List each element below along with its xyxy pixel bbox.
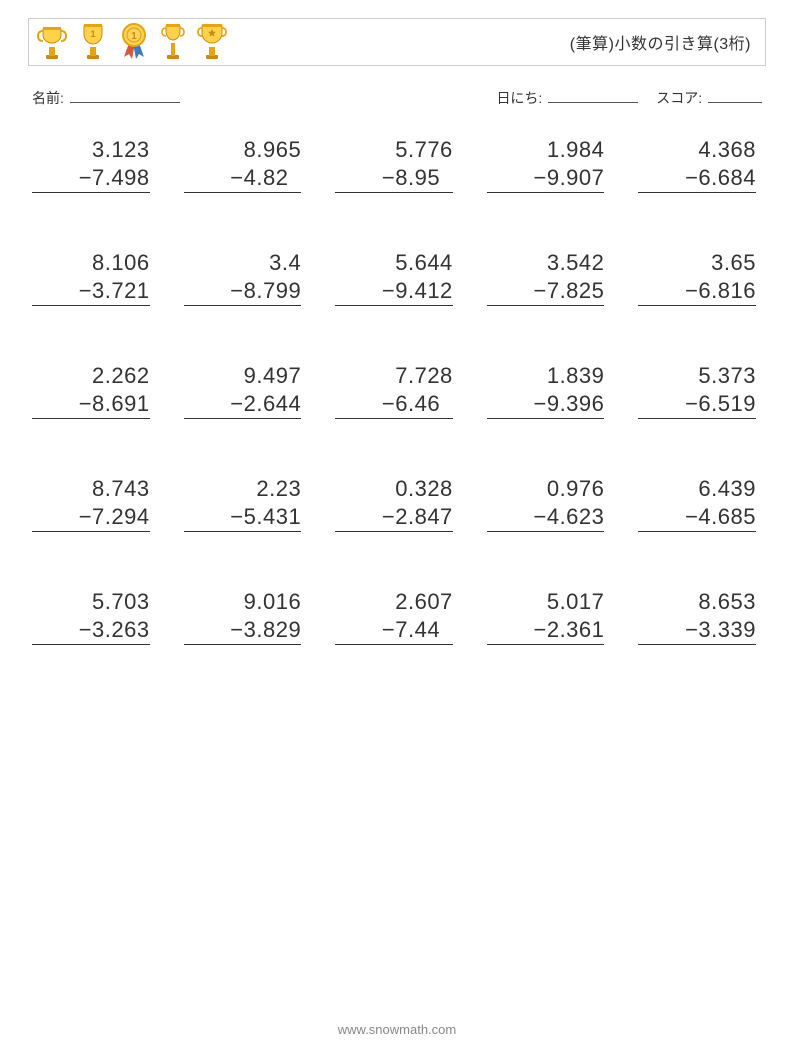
minuend: 0.976 [547, 475, 605, 503]
subtrahend: −2.847 [335, 503, 453, 533]
subtraction-problem: 1.984−9.907 [487, 136, 611, 193]
minuend: 2.607 [395, 588, 453, 616]
minuend: 5.644 [395, 249, 453, 277]
minuend: 5.373 [698, 362, 756, 390]
subtrahend: −9.907 [487, 164, 605, 194]
subtraction-problem: 9.016−3.829 [184, 588, 308, 645]
meta-row: 名前: 日にち: スコア: [28, 88, 766, 108]
minuend: 5.703 [92, 588, 150, 616]
minuend: 1.839 [547, 362, 605, 390]
subtrahend: −8.95 [335, 164, 453, 194]
subtraction-problem: 8.965−4.82 [184, 136, 308, 193]
subtraction-problem: 3.542−7.825 [487, 249, 611, 306]
score-blank [708, 89, 762, 103]
subtrahend: −2.361 [487, 616, 605, 646]
minuend: 3.123 [92, 136, 150, 164]
subtraction-problem: 9.497−2.644 [184, 362, 308, 419]
minuend: 2.262 [92, 362, 150, 390]
trophy-icon: 1 [79, 23, 107, 61]
problem-grid: 3.123−7.4988.965−4.82 5.776−8.95 1.984−9… [28, 136, 766, 645]
subtrahend: −3.263 [32, 616, 150, 646]
svg-text:1: 1 [90, 29, 95, 39]
score-label: スコア: [656, 90, 702, 106]
subtraction-problem: 0.976−4.623 [487, 475, 611, 532]
subtrahend: −9.412 [335, 277, 453, 307]
subtraction-problem: 7.728−6.46 [335, 362, 459, 419]
minuend: 9.016 [244, 588, 302, 616]
trophy-row: 1 1 [37, 23, 227, 61]
minuend: 8.106 [92, 249, 150, 277]
subtrahend: −8.799 [184, 277, 302, 307]
subtraction-problem: 5.776−8.95 [335, 136, 459, 193]
subtrahend: −6.46 [335, 390, 453, 420]
subtrahend: −8.691 [32, 390, 150, 420]
subtraction-problem: 8.106−3.721 [32, 249, 156, 306]
subtrahend: −6.684 [638, 164, 756, 194]
minuend: 4.368 [698, 136, 756, 164]
minuend: 3.65 [711, 249, 756, 277]
subtrahend: −4.82 [184, 164, 302, 194]
subtrahend: −7.44 [335, 616, 453, 646]
subtrahend: −5.431 [184, 503, 302, 533]
subtraction-problem: 2.607−7.44 [335, 588, 459, 645]
subtraction-problem: 3.65−6.816 [638, 249, 762, 306]
subtraction-problem: 1.839−9.396 [487, 362, 611, 419]
date-field: 日にち: [496, 88, 638, 108]
footer-text: www.snowmath.com [0, 1022, 794, 1037]
subtrahend: −7.498 [32, 164, 150, 194]
subtraction-problem: 5.644−9.412 [335, 249, 459, 306]
subtraction-problem: 5.017−2.361 [487, 588, 611, 645]
subtrahend: −4.623 [487, 503, 605, 533]
subtrahend: −7.825 [487, 277, 605, 307]
name-blank [70, 89, 180, 103]
minuend: 9.497 [244, 362, 302, 390]
worksheet-page: 1 1 [0, 0, 794, 1053]
medal-icon: 1 [119, 23, 149, 61]
worksheet-title: (筆算)小数の引き算(3桁) [570, 30, 751, 54]
subtraction-problem: 8.653−3.339 [638, 588, 762, 645]
minuend: 6.439 [698, 475, 756, 503]
subtrahend: −4.685 [638, 503, 756, 533]
subtrahend: −3.339 [638, 616, 756, 646]
svg-text:1: 1 [131, 31, 137, 42]
minuend: 1.984 [547, 136, 605, 164]
subtraction-problem: 3.123−7.498 [32, 136, 156, 193]
minuend: 8.965 [244, 136, 302, 164]
date-blank [548, 89, 638, 103]
minuend: 2.23 [256, 475, 301, 503]
subtraction-problem: 4.368−6.684 [638, 136, 762, 193]
subtraction-problem: 2.262−8.691 [32, 362, 156, 419]
score-field: スコア: [656, 88, 762, 108]
minuend: 8.653 [698, 588, 756, 616]
subtraction-problem: 0.328−2.847 [335, 475, 459, 532]
date-label: 日にち: [496, 90, 542, 106]
header-box: 1 1 [28, 18, 766, 66]
subtrahend: −7.294 [32, 503, 150, 533]
minuend: 3.542 [547, 249, 605, 277]
subtrahend: −2.644 [184, 390, 302, 420]
trophy-icon [161, 23, 185, 61]
subtrahend: −3.829 [184, 616, 302, 646]
minuend: 3.4 [269, 249, 301, 277]
subtrahend: −6.519 [638, 390, 756, 420]
subtrahend: −3.721 [32, 277, 150, 307]
subtraction-problem: 2.23−5.431 [184, 475, 308, 532]
minuend: 7.728 [395, 362, 453, 390]
subtraction-problem: 6.439−4.685 [638, 475, 762, 532]
subtraction-problem: 5.373−6.519 [638, 362, 762, 419]
subtraction-problem: 3.4−8.799 [184, 249, 308, 306]
trophy-icon [37, 25, 67, 61]
subtraction-problem: 5.703−3.263 [32, 588, 156, 645]
subtrahend: −6.816 [638, 277, 756, 307]
minuend: 0.328 [395, 475, 453, 503]
minuend: 8.743 [92, 475, 150, 503]
trophy-icon [197, 23, 227, 61]
minuend: 5.776 [395, 136, 453, 164]
subtraction-problem: 8.743−7.294 [32, 475, 156, 532]
subtrahend: −9.396 [487, 390, 605, 420]
minuend: 5.017 [547, 588, 605, 616]
name-label: 名前: [32, 90, 64, 106]
name-field: 名前: [32, 88, 476, 108]
